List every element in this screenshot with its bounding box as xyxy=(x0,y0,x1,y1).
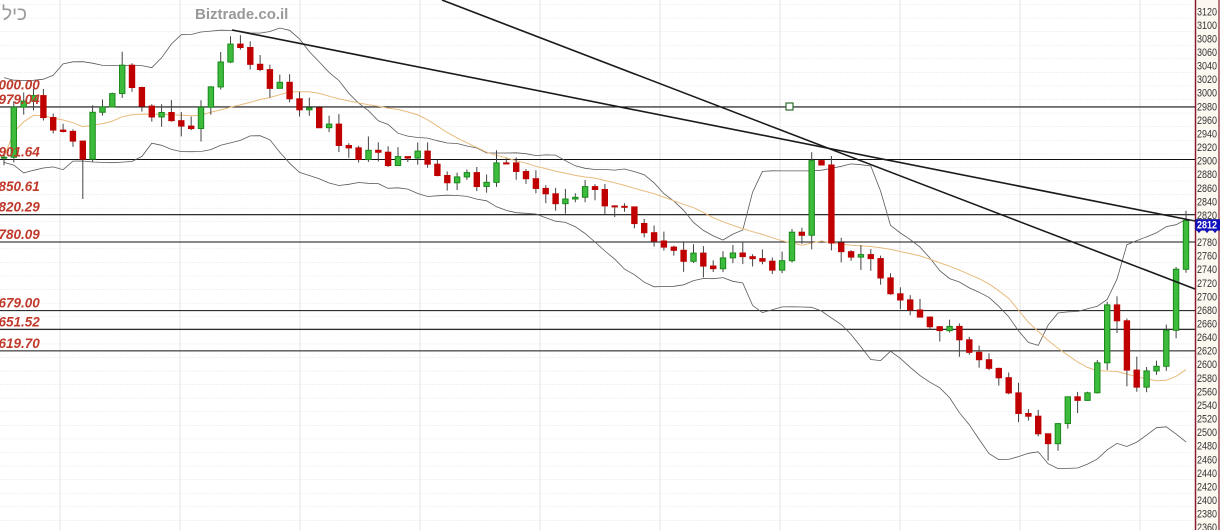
svg-text:2860: 2860 xyxy=(1197,183,1217,195)
svg-text:3080: 3080 xyxy=(1197,34,1217,46)
svg-text:2780.09: 2780.09 xyxy=(0,227,40,242)
svg-text:3120: 3120 xyxy=(1197,6,1217,18)
svg-text:2980: 2980 xyxy=(1197,101,1217,113)
svg-text:2420: 2420 xyxy=(1197,481,1217,493)
svg-text:2740: 2740 xyxy=(1197,264,1217,276)
svg-text:3000.00: 3000.00 xyxy=(0,78,40,93)
svg-text:2700: 2700 xyxy=(1197,291,1217,303)
svg-text:2620: 2620 xyxy=(1197,346,1217,358)
svg-text:2979.04: 2979.04 xyxy=(0,92,40,107)
svg-text:2679.00: 2679.00 xyxy=(0,296,40,311)
svg-text:2460: 2460 xyxy=(1197,454,1217,466)
svg-text:2380: 2380 xyxy=(1197,509,1217,521)
svg-text:2812: 2812 xyxy=(1197,219,1217,231)
svg-text:2360: 2360 xyxy=(1197,522,1217,530)
svg-text:3040: 3040 xyxy=(1197,61,1217,73)
svg-text:2640: 2640 xyxy=(1197,332,1217,344)
svg-text:Biztrade.co.il: Biztrade.co.il xyxy=(195,6,288,23)
svg-text:2850.61: 2850.61 xyxy=(0,179,40,194)
svg-text:2680: 2680 xyxy=(1197,305,1217,317)
svg-text:2600: 2600 xyxy=(1197,359,1217,371)
svg-text:3020: 3020 xyxy=(1197,74,1217,86)
svg-text:2480: 2480 xyxy=(1197,441,1217,453)
svg-text:2940: 2940 xyxy=(1197,129,1217,141)
svg-text:2540: 2540 xyxy=(1197,400,1217,412)
svg-text:2400: 2400 xyxy=(1197,495,1217,507)
svg-text:2840: 2840 xyxy=(1197,196,1217,208)
svg-text:2960: 2960 xyxy=(1197,115,1217,127)
svg-text:2720: 2720 xyxy=(1197,278,1217,290)
svg-text:2760: 2760 xyxy=(1197,251,1217,263)
svg-text:3100: 3100 xyxy=(1197,20,1217,32)
svg-text:2580: 2580 xyxy=(1197,373,1217,385)
svg-text:2520: 2520 xyxy=(1197,414,1217,426)
svg-text:2651.52: 2651.52 xyxy=(0,314,40,329)
svg-text:3060: 3060 xyxy=(1197,47,1217,59)
svg-text:כיל: כיל xyxy=(2,4,27,25)
svg-text:2900: 2900 xyxy=(1197,156,1217,168)
svg-text:3000: 3000 xyxy=(1197,88,1217,100)
svg-text:2500: 2500 xyxy=(1197,427,1217,439)
svg-text:2440: 2440 xyxy=(1197,468,1217,480)
svg-text:2820.29: 2820.29 xyxy=(0,200,40,215)
svg-text:2920: 2920 xyxy=(1197,142,1217,154)
svg-text:2880: 2880 xyxy=(1197,169,1217,181)
svg-text:2660: 2660 xyxy=(1197,319,1217,331)
svg-text:2560: 2560 xyxy=(1197,386,1217,398)
svg-text:2780: 2780 xyxy=(1197,237,1217,249)
svg-text:2901.64: 2901.64 xyxy=(0,145,40,160)
